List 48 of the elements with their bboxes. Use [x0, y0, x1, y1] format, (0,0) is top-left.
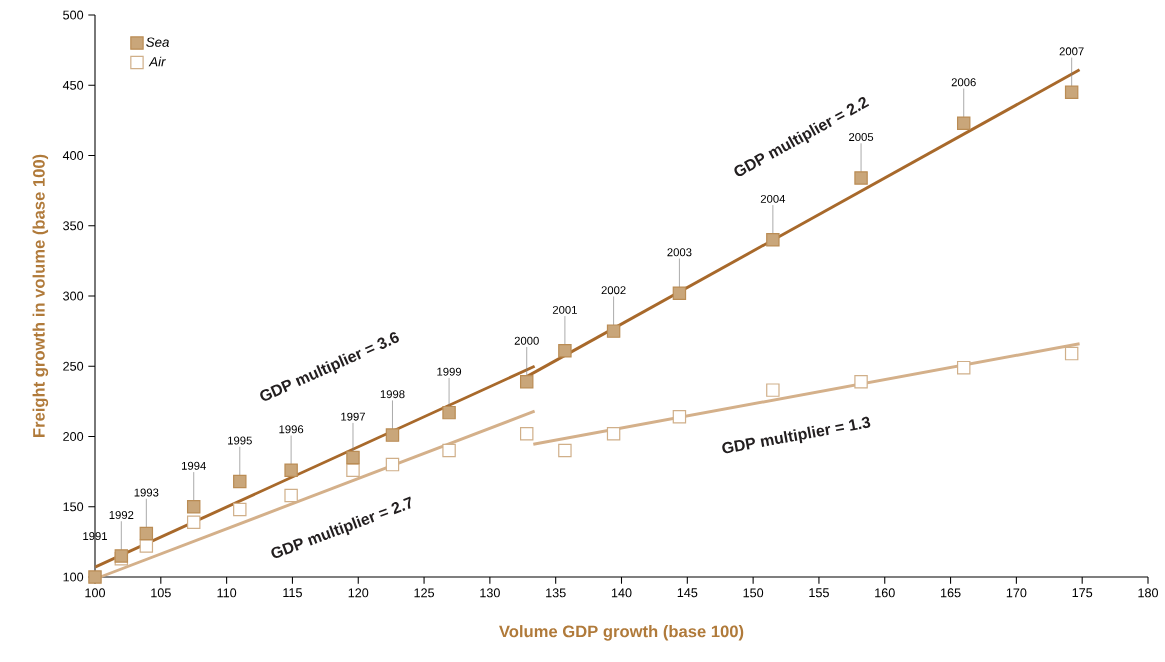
x-tick-label: 170 — [1006, 588, 1027, 598]
x-tick-label: 100 — [85, 588, 106, 598]
y-tick-label: 300 — [63, 291, 84, 301]
x-tick-label: 110 — [217, 588, 237, 598]
annotation: 2007 — [1059, 47, 1084, 56]
annotation: 1994 — [182, 461, 206, 470]
annotation: 1995 — [228, 436, 252, 445]
y-tick-label: 200 — [63, 432, 84, 441]
x-tick-label: 140 — [611, 588, 632, 598]
x-axis-title: Volume GDP growth (base 100) — [499, 625, 744, 641]
annotation: 1997 — [341, 412, 365, 421]
y-tick-label: 350 — [63, 221, 84, 231]
legend-label: Air — [148, 56, 166, 67]
x-tick-label: 155 — [809, 588, 829, 598]
x-tick-label: 180 — [1138, 588, 1159, 598]
x-tick-label: 150 — [743, 588, 764, 598]
x-tick-label: 115 — [283, 588, 302, 598]
x-tick-label: 105 — [151, 588, 171, 598]
x-tick-label: 145 — [677, 588, 698, 598]
y-axis-title: Freight growth in volume (base 100) — [32, 154, 49, 437]
annotation: 2006 — [951, 78, 976, 87]
annotation: 2000 — [514, 336, 539, 345]
x-tick-label: 135 — [546, 588, 566, 598]
annotation: 2001 — [552, 305, 577, 314]
y-tick-label: 400 — [62, 151, 84, 160]
annotation: 1998 — [380, 390, 405, 399]
annotation: 1996 — [279, 425, 304, 434]
x-tick-label: 130 — [480, 588, 500, 598]
annotation: 1993 — [134, 488, 159, 497]
annotation: 1992 — [109, 511, 134, 519]
x-tick-label: 175 — [1072, 588, 1093, 598]
x-tick-label: 120 — [348, 588, 369, 598]
x-tick-label: 160 — [875, 588, 895, 598]
annotation: 2005 — [849, 133, 874, 142]
annotation: 2003 — [667, 248, 692, 257]
annotation: 1999 — [437, 367, 462, 376]
annotation: GDP multiplier = 1.3 — [722, 416, 871, 454]
y-tick-label: 100 — [63, 572, 84, 582]
x-tick-label: 125 — [414, 588, 435, 598]
annotation: 2002 — [601, 286, 626, 295]
y-tick-label: 150 — [63, 502, 84, 512]
annotation: 2004 — [760, 194, 786, 203]
annotation: 1991 — [83, 532, 107, 541]
x-tick-label: 165 — [940, 588, 961, 598]
legend-label: Sea — [146, 37, 169, 47]
y-tick-label: 250 — [63, 361, 84, 371]
y-tick-label: 450 — [62, 80, 84, 90]
y-tick-label: 500 — [63, 10, 84, 20]
